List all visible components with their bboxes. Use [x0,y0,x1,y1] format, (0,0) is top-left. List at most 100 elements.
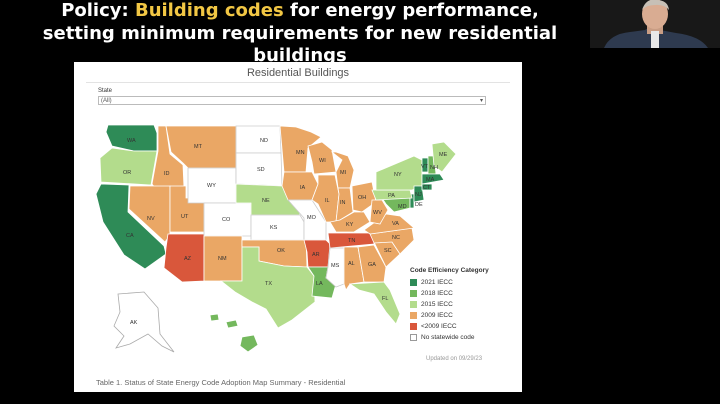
state-label: NJ [415,192,422,198]
state-filter-label: State [98,88,113,94]
legend-swatch [410,312,417,319]
state-label: MA [426,177,435,183]
legend-label: No statewide code [421,334,475,341]
state-label: NE [262,198,270,204]
slide-subtitle: setting minimum requirements for new res… [42,23,558,66]
legend-swatch [410,279,417,286]
state-label: NV [147,216,155,222]
state-label: MD [398,204,407,210]
us-map: WA OR CA ID NV AZ UT MT WY CO NM ND SD N… [95,124,457,353]
state-label: VA [392,221,399,227]
state-label: MI [340,170,347,176]
state-label: FL [382,296,388,302]
state-label: WV [373,210,382,216]
state-label: OK [277,248,285,254]
state-GA[interactable] [357,244,387,283]
state-label: GA [368,262,376,268]
legend-swatch [410,301,417,308]
state-label: TN [348,238,355,244]
state-label: ID [164,171,170,177]
state-label: OR [123,170,131,176]
state-OH[interactable] [351,181,377,213]
legend-swatch [410,323,417,330]
state-CT[interactable] [421,183,433,191]
state-label: AZ [184,256,192,262]
legend-item[interactable]: 2009 IECC [410,310,489,321]
legend-item[interactable]: No statewide code [410,332,489,343]
state-label: CT [423,185,431,191]
legend-swatch [410,334,417,341]
legend-title: Code Efficiency Category [410,267,489,274]
slide-title: Policy: Building codes for energy perfor… [61,0,539,21]
state-MA[interactable] [421,173,445,185]
state-label: NC [392,235,400,241]
legend-label: <2009 IECC [421,323,457,330]
chevron-down-icon: ▾ [479,98,483,104]
updated-date: Updated on 09/29/23 [426,356,483,362]
state-AK[interactable] [113,291,175,353]
state-label: ND [260,138,268,144]
state-label: PA [388,193,395,199]
state-filter-dropdown[interactable]: (All) ▾ [98,96,486,105]
state-NJ[interactable] [413,185,425,203]
legend-label: 2009 IECC [421,312,453,319]
state-label: AK [130,320,138,326]
state-label: WI [319,158,326,164]
state-label: KY [346,222,354,228]
state-label: OH [358,195,366,201]
legend-item[interactable]: 2018 IECC [410,288,489,299]
state-HI-2[interactable] [225,319,239,329]
state-label: NH [430,165,438,171]
state-label: UT [181,214,189,220]
panel-title: Residential Buildings [246,67,350,79]
state-label: WA [127,138,136,144]
state-label: LA [316,281,323,287]
legend-label: 2015 IECC [421,301,453,308]
state-OR[interactable] [99,147,158,186]
state-label: IN [340,200,346,206]
state-ND[interactable] [235,125,282,154]
legend-item[interactable]: 2021 IECC [410,277,489,288]
state-label: CO [222,217,231,223]
legend-item[interactable]: 2015 IECC [410,299,489,310]
state-label: NY [394,172,402,178]
legend-label: 2021 IECC [421,279,453,286]
state-TX[interactable] [219,246,316,329]
legend-label: 2018 IECC [421,290,453,297]
state-label: DE [415,202,423,208]
state-label: VT [421,164,429,170]
map-panel: Residential Buildings State (All) ▾ [74,62,522,392]
state-label: SC [384,248,392,254]
state-label: AR [312,252,320,258]
legend-item[interactable]: <2009 IECC [410,321,489,332]
state-FL[interactable] [348,281,401,325]
state-label: MN [296,150,305,156]
state-label: KS [270,225,278,231]
state-IL[interactable] [311,174,340,223]
legend-swatch [410,290,417,297]
state-label: IL [325,198,330,204]
divider [86,82,510,83]
state-label: TX [265,281,272,287]
state-label: WY [207,183,216,189]
state-CA[interactable] [95,183,167,270]
state-label: IA [300,185,306,191]
presenter-webcam [590,0,720,48]
state-label: NM [218,256,227,262]
state-KY[interactable] [329,211,371,233]
state-label: MO [307,215,317,221]
state-HI-3[interactable] [239,334,259,353]
state-filter-value: (All) [101,98,112,104]
state-label: AL [348,261,355,267]
state-ME[interactable] [431,141,457,173]
state-HI-1[interactable] [209,313,220,322]
legend: Code Efficiency Category 2021 IECC 2018 … [410,267,489,343]
state-label: ME [439,152,448,158]
table-caption: Table 1. Status of State Energy Code Ado… [96,378,346,387]
state-KS[interactable] [250,214,305,241]
state-label: MT [194,144,203,150]
state-label: MS [331,263,340,269]
state-TN[interactable] [327,232,375,249]
state-label: SD [257,167,265,173]
state-label: CA [126,233,134,239]
